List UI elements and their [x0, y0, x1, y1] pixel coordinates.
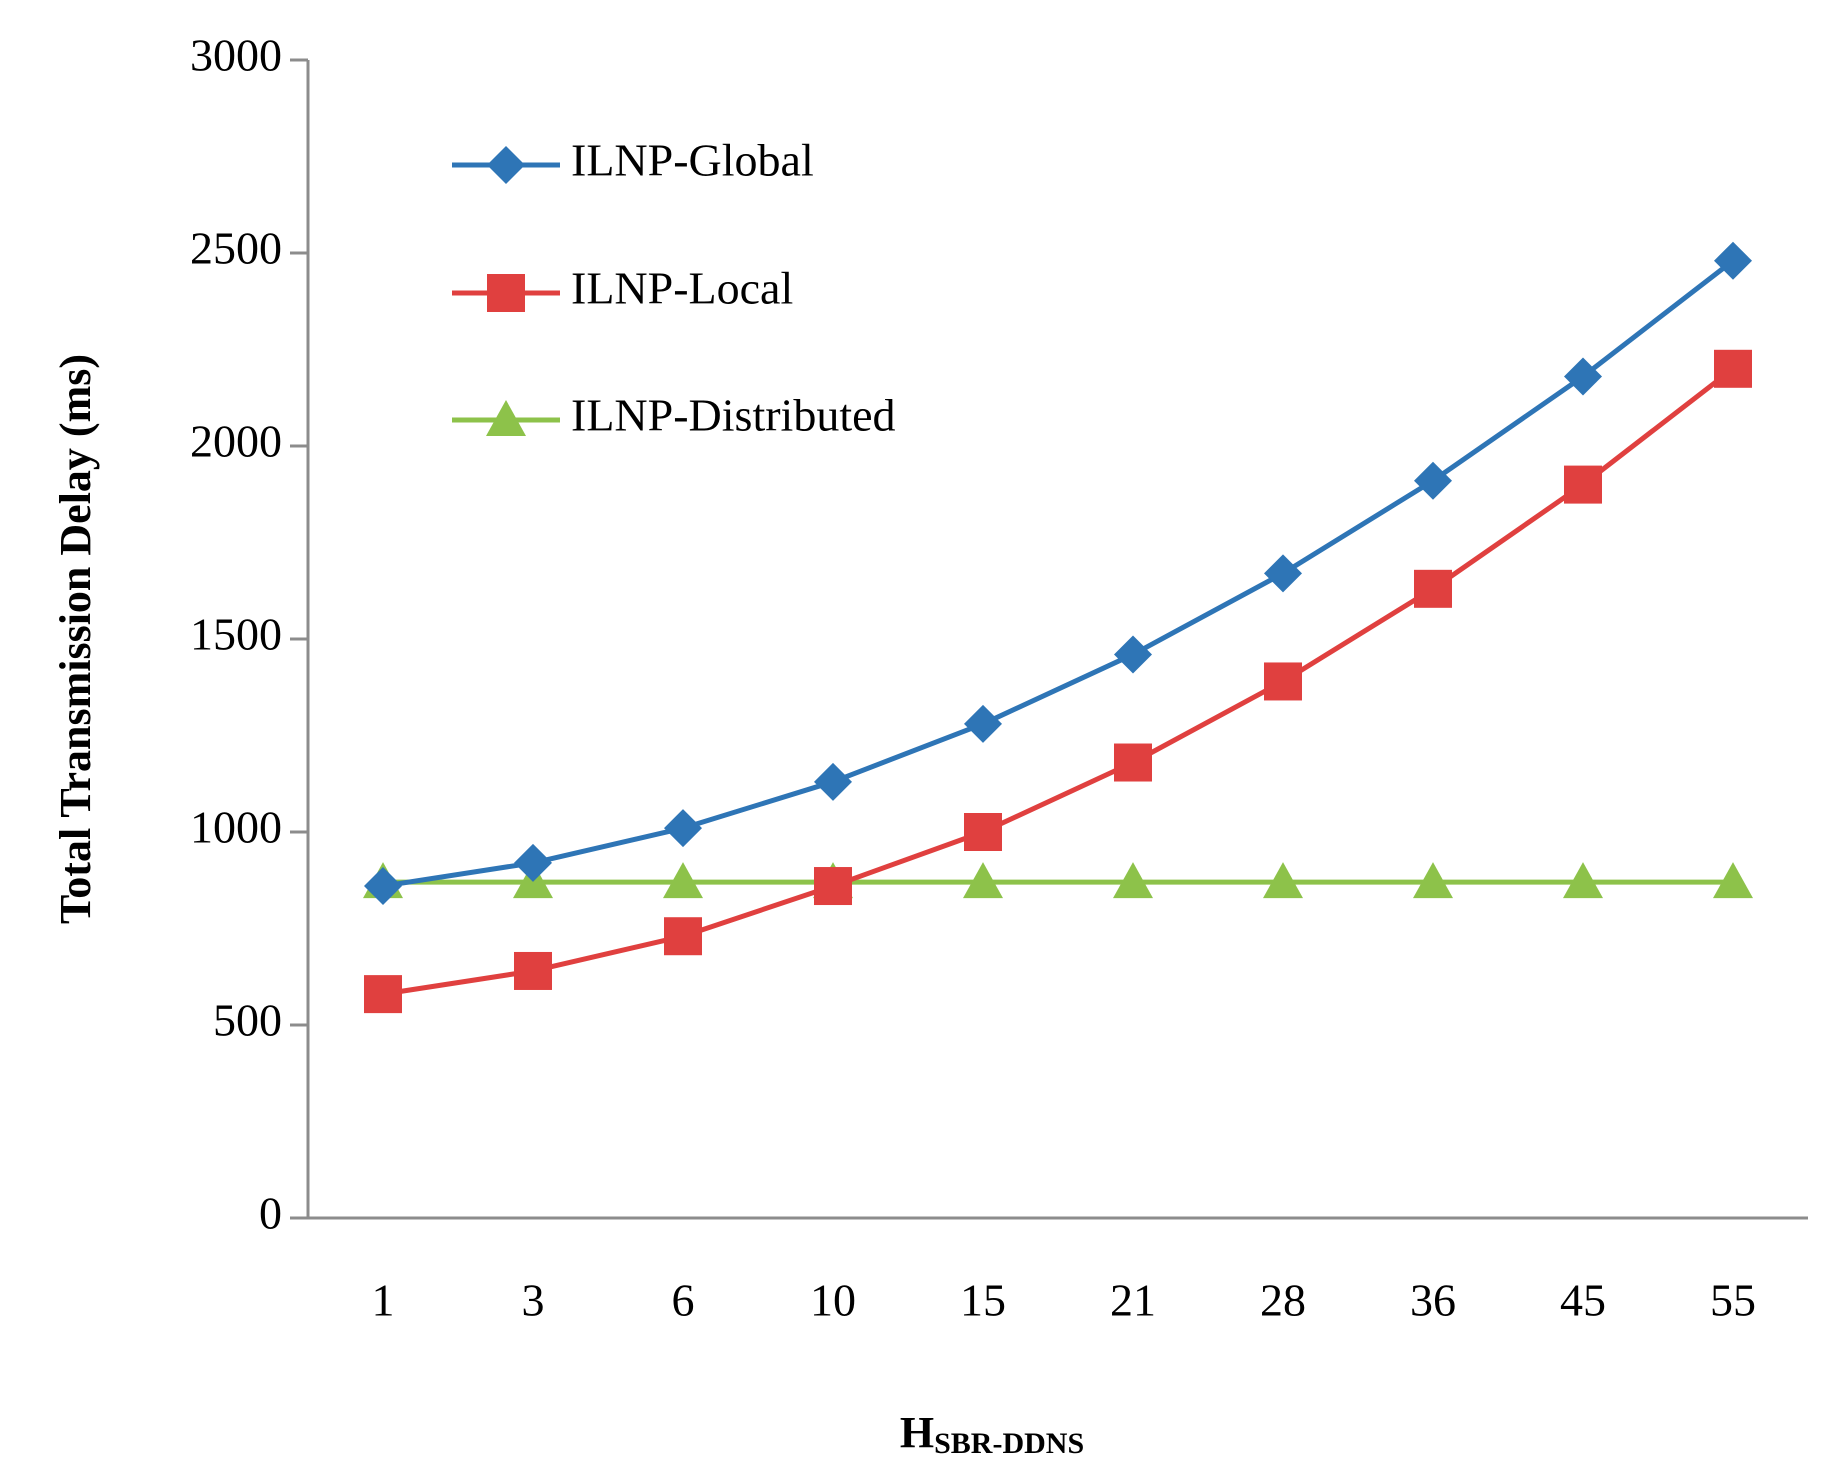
data-point	[1263, 862, 1303, 899]
x-tick-label: 45	[1560, 1275, 1606, 1326]
series-ilnp-distributed	[363, 862, 1753, 899]
x-tick-label: 28	[1260, 1275, 1306, 1326]
data-point	[1714, 349, 1752, 388]
series-line	[382, 366, 1735, 997]
data-point	[364, 975, 402, 1014]
legend-item: ILNP-Local	[452, 263, 793, 314]
data-point	[664, 809, 702, 848]
data-point	[1113, 862, 1153, 899]
data-point	[1563, 862, 1603, 899]
legend-label: ILNP-Local	[571, 263, 793, 314]
data-point	[1413, 862, 1453, 899]
data-point	[514, 843, 552, 882]
data-point	[814, 867, 852, 906]
y-tick-label: 0	[259, 1188, 282, 1239]
x-tick-label: 6	[672, 1275, 695, 1326]
data-point	[1264, 662, 1302, 701]
x-axis-title: HSBR-DDNS	[900, 1408, 1084, 1460]
data-point	[663, 862, 703, 899]
data-point	[963, 862, 1003, 899]
x-axis-title-main: H	[900, 1408, 934, 1457]
chart-series	[363, 241, 1753, 1014]
data-point	[1414, 461, 1452, 500]
x-tick-label: 1	[372, 1275, 395, 1326]
x-tick-label: 3	[522, 1275, 545, 1326]
legend-item: ILNP-Global	[452, 135, 814, 186]
x-tick-label: 15	[960, 1275, 1006, 1326]
data-point	[664, 917, 702, 956]
legend-label: ILNP-Distributed	[571, 390, 896, 441]
data-point	[1564, 357, 1602, 396]
data-point	[1564, 465, 1602, 504]
data-point	[514, 951, 552, 990]
series-ilnp-local	[364, 349, 1752, 1014]
x-tick-label: 10	[810, 1275, 856, 1326]
data-point	[1114, 635, 1152, 674]
x-tick-label: 21	[1110, 1275, 1156, 1326]
y-axis-title: Total Transmission Delay (ms)	[51, 354, 100, 924]
data-point	[1414, 569, 1452, 608]
x-axis-ticks: 1 3 6 10 15 21 28 36 45 55	[372, 1275, 1757, 1326]
legend-marker	[487, 274, 525, 312]
data-point	[964, 704, 1002, 743]
data-point	[1713, 862, 1753, 899]
chart-legend: ILNP-Global ILNP-Local ILNP-Distributed	[452, 135, 896, 441]
y-tick-label: 2000	[190, 416, 282, 467]
x-axis-title-subscript: SBR-DDNS	[934, 1427, 1084, 1460]
data-point	[1114, 743, 1152, 782]
series-line	[382, 258, 1735, 889]
series-ilnp-global	[364, 241, 1752, 906]
data-point	[1264, 554, 1302, 593]
y-tick-label: 500	[213, 995, 282, 1046]
legend-label: ILNP-Global	[571, 135, 814, 186]
y-tick-label: 3000	[190, 30, 282, 81]
y-tick-label: 1500	[190, 609, 282, 660]
y-axis-ticks: 0 500 1000 1500 2000 2500 3000	[190, 30, 308, 1239]
legend-marker	[487, 146, 525, 184]
x-tick-label: 36	[1410, 1275, 1456, 1326]
data-point	[814, 762, 852, 801]
y-tick-label: 2500	[190, 223, 282, 274]
y-tick-label: 1000	[190, 802, 282, 853]
data-point	[964, 813, 1002, 851]
legend-marker	[486, 400, 526, 436]
data-point	[364, 867, 402, 906]
x-tick-label: 55	[1710, 1275, 1756, 1326]
chart-axes	[306, 60, 1808, 1220]
data-point	[1714, 241, 1752, 280]
legend-item: ILNP-Distributed	[452, 390, 896, 441]
